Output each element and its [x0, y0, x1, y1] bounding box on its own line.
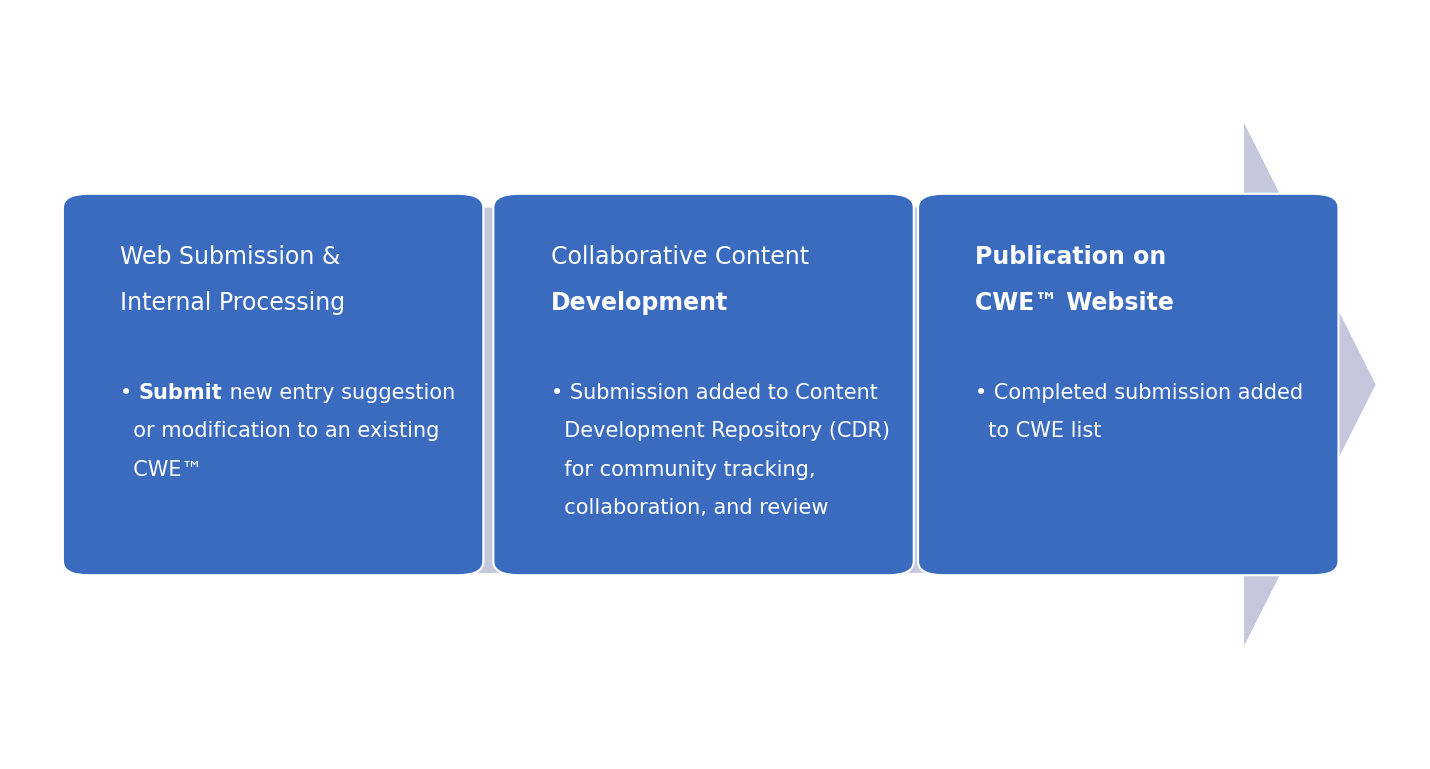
Text: CWE™: CWE™ — [120, 460, 203, 480]
Polygon shape — [86, 123, 1376, 646]
Text: for community tracking,: for community tracking, — [551, 460, 815, 480]
Text: to CWE list: to CWE list — [975, 421, 1101, 441]
Text: CWE™ Website: CWE™ Website — [975, 291, 1174, 315]
FancyBboxPatch shape — [63, 194, 483, 575]
Text: or modification to an existing: or modification to an existing — [120, 421, 439, 441]
Text: •: • — [120, 383, 139, 403]
Text: Collaborative Content: Collaborative Content — [551, 245, 809, 268]
Text: • Completed submission added: • Completed submission added — [975, 383, 1303, 403]
Text: new entry suggestion: new entry suggestion — [223, 383, 455, 403]
Text: Development Repository (CDR): Development Repository (CDR) — [551, 421, 889, 441]
Text: Publication on: Publication on — [975, 245, 1167, 268]
Text: Web Submission &: Web Submission & — [120, 245, 347, 268]
Text: Internal Processing: Internal Processing — [120, 291, 345, 315]
Text: • Submission added to Content: • Submission added to Content — [551, 383, 878, 403]
Text: collaboration, and review: collaboration, and review — [551, 498, 828, 518]
Text: Development: Development — [551, 291, 728, 315]
FancyBboxPatch shape — [918, 194, 1338, 575]
Text: Submit: Submit — [139, 383, 223, 403]
FancyBboxPatch shape — [493, 194, 914, 575]
